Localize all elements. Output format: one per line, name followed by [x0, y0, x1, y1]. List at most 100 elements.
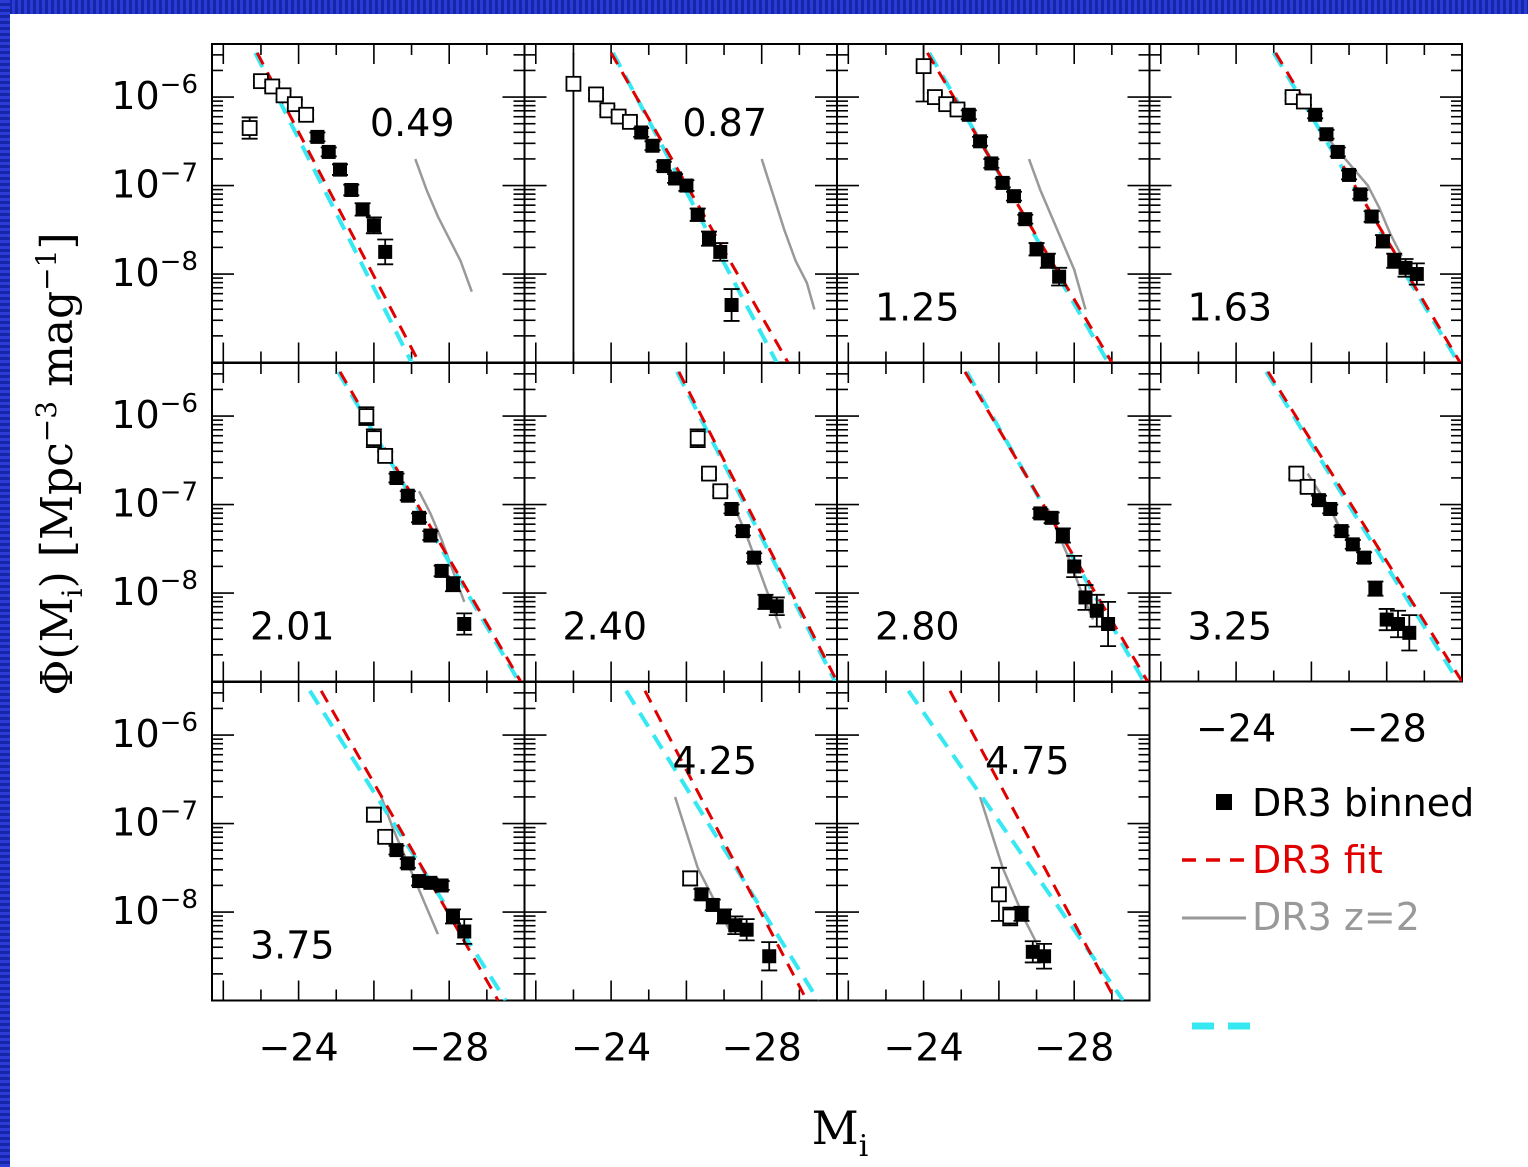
- redshift-label: 0.87: [682, 101, 767, 145]
- binned-point: [366, 218, 381, 233]
- binned-point: [1342, 167, 1357, 182]
- binned-point: [1387, 253, 1402, 268]
- binned-point: [961, 107, 976, 122]
- binned-point: [758, 594, 773, 609]
- fit-line: [926, 52, 1114, 363]
- open-point: [990, 886, 1007, 903]
- y-axis-label-part-5: mag: [32, 291, 83, 401]
- x-axis-label: Mi: [812, 1101, 869, 1164]
- panel-z-4.25: −24 −28 4.25: [523, 681, 838, 1070]
- panel-y-ticks: [524, 692, 837, 1002]
- panel-frame: [523, 681, 838, 1002]
- open-point: [377, 447, 394, 464]
- binned-point: [434, 878, 449, 893]
- qso-luminosity-function-figure: 10−610−710−80.49 0.871.25 1.6310−610−710−8…: [30, 43, 1474, 1164]
- legend-label-binned: DR3 binned: [1252, 781, 1474, 825]
- y-tick-label: 10−7: [111, 159, 198, 207]
- x-tick-label: −28: [1034, 1026, 1114, 1070]
- panel-z-2.80: 2.80: [836, 362, 1151, 683]
- binned-point: [762, 949, 777, 964]
- panel-y-ticks: [837, 692, 1150, 1002]
- binned-point: [705, 897, 720, 912]
- y-tick-label-base: 10: [111, 251, 159, 295]
- y-axis-label-part-6: −1: [30, 250, 63, 291]
- z2-curve: [760, 158, 816, 310]
- binned-point: [1368, 581, 1383, 596]
- panel-z-2.01: 10−610−710−82.01: [111, 362, 526, 683]
- open-point: [298, 106, 315, 123]
- binned-point: [1029, 242, 1044, 257]
- binned-point: [423, 528, 438, 543]
- fit-line: [338, 371, 523, 682]
- binned-point: [1018, 212, 1033, 227]
- binned-point: [984, 156, 999, 171]
- binned-point: [1353, 187, 1368, 202]
- panel-x-ticks: [1159, 363, 1463, 682]
- panels-layer: 10−610−710−80.49 0.871.25 1.6310−610−710−8…: [111, 43, 1463, 1070]
- model-line: [675, 370, 837, 682]
- binned-point: [1101, 616, 1116, 631]
- open-point: [241, 120, 258, 136]
- binned-point: [400, 856, 415, 871]
- binned-point: [400, 488, 415, 503]
- panel-z-0.87: 0.87: [523, 43, 838, 364]
- z2-curve: [978, 796, 1038, 944]
- binned-point: [973, 134, 988, 149]
- binned-point: [679, 178, 694, 193]
- binned-point: [1409, 267, 1424, 282]
- panel-plot-area: [336, 370, 523, 682]
- y-tick-label-base: 10: [111, 570, 159, 614]
- open-point: [365, 806, 382, 823]
- y-axis-label-part-4: −3: [30, 401, 63, 442]
- fit-line: [1274, 52, 1462, 363]
- axis-labels: Mi Φ(Mi) [Mpc−3 mag−1]: [30, 232, 868, 1164]
- slide-frame-top: [0, 0, 1528, 14]
- panel-plot-area: [308, 689, 508, 1001]
- fit-line: [319, 690, 500, 1001]
- y-axis-label: Φ(Mi) [Mpc−3 mag−1]: [30, 232, 89, 695]
- x-tick-label: −24: [1196, 707, 1276, 751]
- model-line: [253, 51, 414, 363]
- y-tick-label: 10−8: [111, 247, 198, 295]
- panel-plot-area: [915, 44, 1114, 363]
- fit-line: [948, 690, 1117, 1001]
- redshift-label: 2.40: [563, 605, 648, 649]
- binned-point: [1033, 506, 1048, 521]
- fit-line: [963, 371, 1149, 682]
- open-point: [1288, 465, 1305, 482]
- y-tick-label: 10−7: [111, 797, 198, 845]
- binned-point: [728, 918, 743, 933]
- fit-line: [677, 371, 837, 682]
- binned-point: [344, 182, 359, 197]
- panel-y-ticks: [524, 373, 837, 683]
- panel-plot-area: [1264, 370, 1462, 682]
- y-tick-label-base: 10: [111, 393, 159, 437]
- binned-point: [1006, 189, 1021, 204]
- panel-x-ticks: [534, 44, 838, 363]
- panel-x-ticks: [534, 682, 838, 1001]
- panel-plot-area: [624, 689, 820, 1001]
- panel-y-ticks: [837, 373, 1150, 683]
- binned-point: [1089, 603, 1104, 618]
- binned-point: [355, 202, 370, 217]
- open-point: [1299, 478, 1316, 495]
- panel-frame: [523, 43, 838, 364]
- y-tick-label-exponent: −7: [160, 478, 198, 508]
- binned-point: [445, 577, 460, 592]
- y-axis-label-part-2: i: [56, 588, 89, 597]
- binned-point: [747, 550, 762, 565]
- binned-point: [1330, 144, 1345, 159]
- binned-point: [769, 599, 784, 614]
- binned-point: [1037, 949, 1052, 964]
- panel-plot-area: [675, 370, 837, 682]
- binned-point: [1014, 906, 1029, 921]
- binned-point: [1390, 616, 1405, 631]
- binned-point: [724, 501, 739, 516]
- panel-z-4.75: −24 −28 4.75: [836, 681, 1151, 1070]
- binned-point: [1319, 127, 1334, 142]
- panel-plot-area: [565, 51, 816, 363]
- binned-point: [457, 924, 472, 939]
- open-point: [588, 86, 604, 103]
- y-tick-label-exponent: −6: [160, 389, 198, 419]
- binned-point: [1055, 528, 1070, 543]
